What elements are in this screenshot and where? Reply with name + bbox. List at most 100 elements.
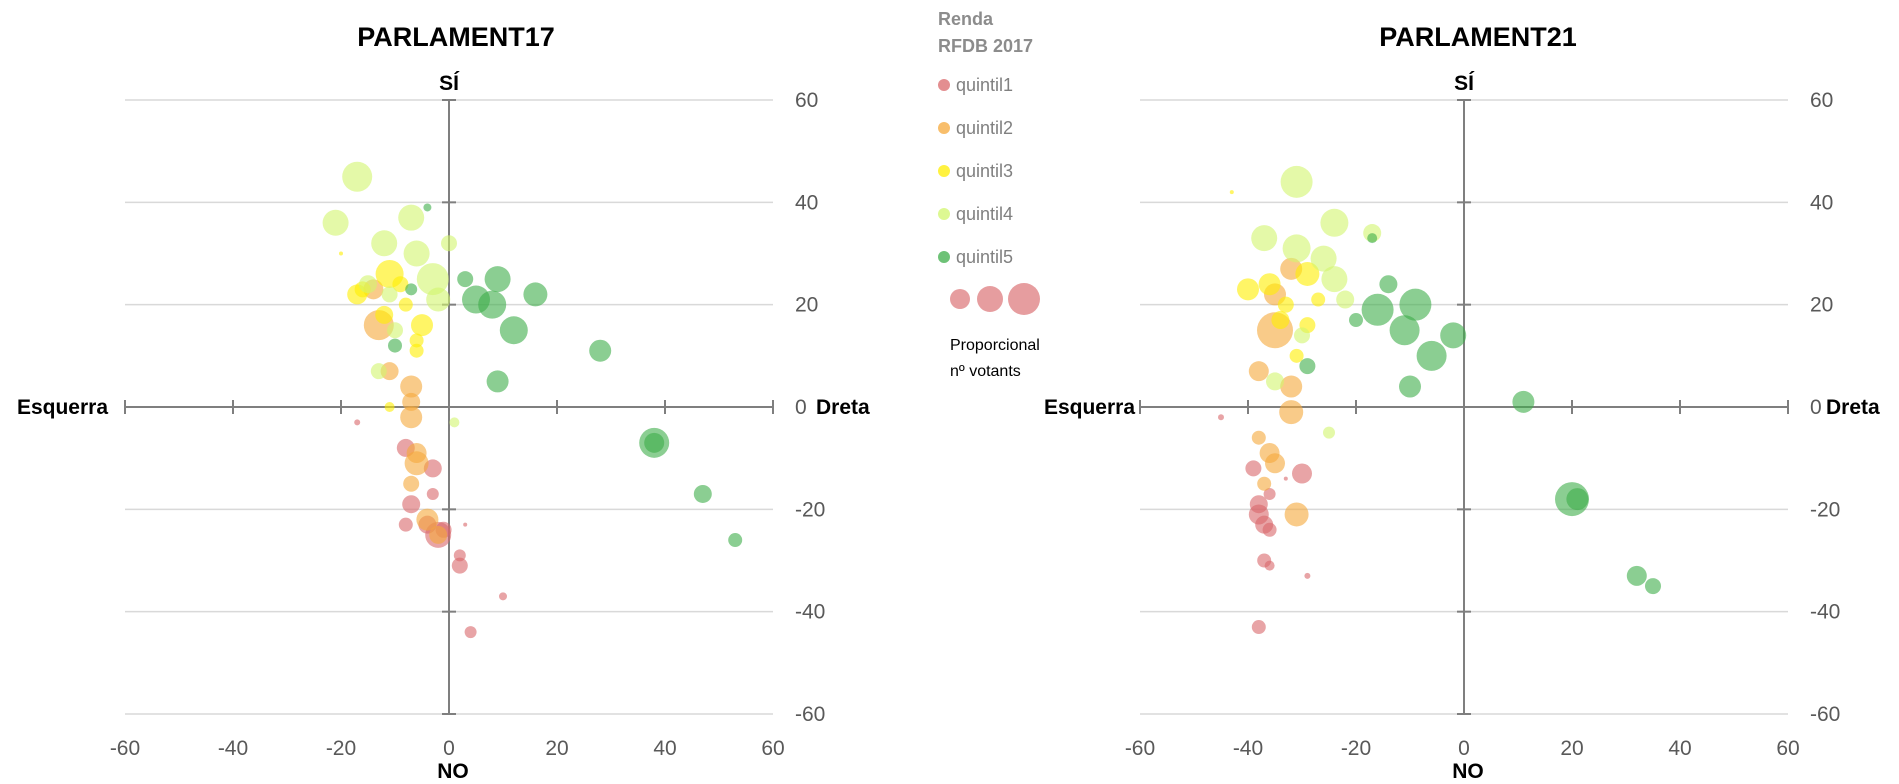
bubble-quintil3: [409, 343, 424, 358]
bubble-quintil1: [1263, 487, 1276, 500]
bubble-quintil4: [342, 161, 373, 192]
bubble-quintil4: [1321, 266, 1348, 293]
legend-marker-quintil4: [938, 208, 950, 220]
bubble-quintil1: [463, 522, 468, 527]
bubble-quintil5: [1440, 322, 1467, 349]
bubble-quintil5: [1645, 578, 1661, 595]
bubble-quintil5: [1367, 233, 1378, 244]
bubble-quintil1: [451, 557, 468, 574]
bubble-quintil5: [589, 339, 612, 362]
bubble-quintil2: [1248, 361, 1269, 382]
bubble-quintil4: [1310, 245, 1337, 272]
x-tick-label: -20: [1341, 737, 1371, 760]
y-tick-label: 40: [1810, 191, 1833, 214]
y-tick-label: -40: [795, 601, 825, 624]
axis-word-top: SÍ: [1454, 72, 1475, 95]
bubble-quintil3: [1295, 261, 1320, 286]
bubble-quintil2: [1284, 502, 1309, 527]
legend-label-quintil4: quintil4: [956, 204, 1013, 224]
bubble-quintil4: [441, 235, 457, 252]
bubble-quintil5: [1566, 488, 1589, 511]
bubble-quintil2: [404, 451, 429, 476]
bubble-quintil1: [426, 487, 439, 500]
bubble-quintil4: [1323, 426, 1335, 439]
bubble-quintil5: [728, 533, 743, 548]
legend-label-quintil5: quintil5: [956, 247, 1013, 267]
y-tick-label: -20: [1810, 498, 1840, 521]
x-tick-label: 60: [1776, 737, 1799, 760]
bubble-quintil5: [1389, 315, 1420, 346]
bubble-quintil1: [402, 495, 421, 514]
bubble-quintil3: [398, 297, 413, 312]
legend-size-sample: [950, 289, 970, 309]
bubble-quintil4: [426, 287, 451, 312]
legend-size-sample: [977, 286, 1003, 312]
bubble-quintil4: [403, 240, 430, 267]
legend-title-line2: RFDB 2017: [938, 36, 1033, 56]
bubble-quintil1: [1251, 620, 1266, 635]
y-tick-label: 20: [795, 294, 818, 317]
bubble-quintil5: [1349, 313, 1363, 328]
bubble-quintil4: [1266, 372, 1284, 391]
legend-marker-quintil5: [938, 251, 950, 263]
bubble-quintil5: [1512, 390, 1535, 413]
bubble-quintil1: [1292, 463, 1312, 484]
bubble-quintil1: [1262, 522, 1277, 537]
chart-title: PARLAMENT21: [1379, 22, 1577, 52]
bubble-quintil3: [409, 333, 424, 348]
bubble-quintil5: [523, 282, 548, 307]
legend-size-note-line2: nº votants: [950, 363, 1021, 380]
bubble-quintil1: [464, 626, 477, 639]
bubbles: [1218, 165, 1661, 635]
bubble-quintil3: [1271, 311, 1290, 330]
bubble-quintil4: [1336, 290, 1355, 309]
y-tick-label: 0: [795, 396, 807, 419]
bubble-quintil2: [1265, 453, 1285, 474]
bubble-quintil1: [1283, 476, 1288, 481]
bubble-quintil3: [1258, 273, 1281, 296]
bubble-quintil1: [1304, 572, 1311, 579]
legend-title-line1: Renda: [938, 9, 994, 29]
bubble-quintil5: [1416, 340, 1447, 371]
bubble-quintil3: [339, 251, 343, 256]
bubble-quintil4: [381, 286, 398, 303]
bubble-quintil5: [499, 316, 528, 345]
axis-word-bottom: NO: [1452, 760, 1484, 783]
y-tick-label: 40: [795, 191, 818, 214]
bubble-quintil5: [1626, 565, 1647, 586]
y-tick-label: 60: [1810, 89, 1833, 112]
bubble-quintil4: [387, 322, 403, 339]
bubble-quintil4: [1280, 165, 1313, 198]
bubble-quintil4: [359, 275, 377, 294]
bubble-quintil4: [1320, 208, 1349, 237]
legend: Renda RFDB 2017 quintil1 quintil2 quintil3…: [938, 9, 1040, 380]
bubble-quintil1: [499, 592, 507, 601]
x-tick-label: -20: [326, 737, 356, 760]
bubble-quintil5: [486, 370, 509, 393]
legend-size-sample: [1008, 283, 1040, 315]
bubble-quintil1: [1264, 560, 1275, 571]
bubble-quintil5: [1399, 288, 1432, 321]
axis-word-top: SÍ: [439, 72, 460, 95]
x-tick-label: -40: [218, 737, 248, 760]
bubble-quintil5: [1299, 358, 1316, 375]
bubble-quintil2: [1280, 375, 1303, 398]
axis-word-left: Esquerra: [17, 396, 108, 419]
legend-items: quintil1 quintil2 quintil3 quintil4 quintil5: [938, 75, 1013, 267]
y-tick-label: 0: [1810, 396, 1822, 419]
bubble-quintil3: [384, 402, 395, 412]
bubble-quintil5: [1399, 375, 1421, 398]
x-tick-label: 40: [653, 737, 676, 760]
chart-title: PARLAMENT17: [357, 22, 555, 52]
bubble-quintil3: [1289, 348, 1304, 363]
chart-panel-parlament21: PARLAMENT21 60 40 20 0 -20 -40 -60 -60 -40 -20 0 20 4…: [1044, 22, 1880, 783]
legend-size-note-line1: Proporcional: [950, 337, 1040, 354]
bubble-quintil4: [1294, 327, 1310, 344]
x-tick-label: 0: [443, 737, 455, 760]
legend-marker-quintil1: [938, 79, 950, 91]
y-tick-label: -60: [795, 703, 825, 726]
x-tick-label: -60: [1125, 737, 1155, 760]
bubble-quintil2: [1257, 476, 1272, 491]
bubble-quintil3: [1237, 278, 1259, 301]
